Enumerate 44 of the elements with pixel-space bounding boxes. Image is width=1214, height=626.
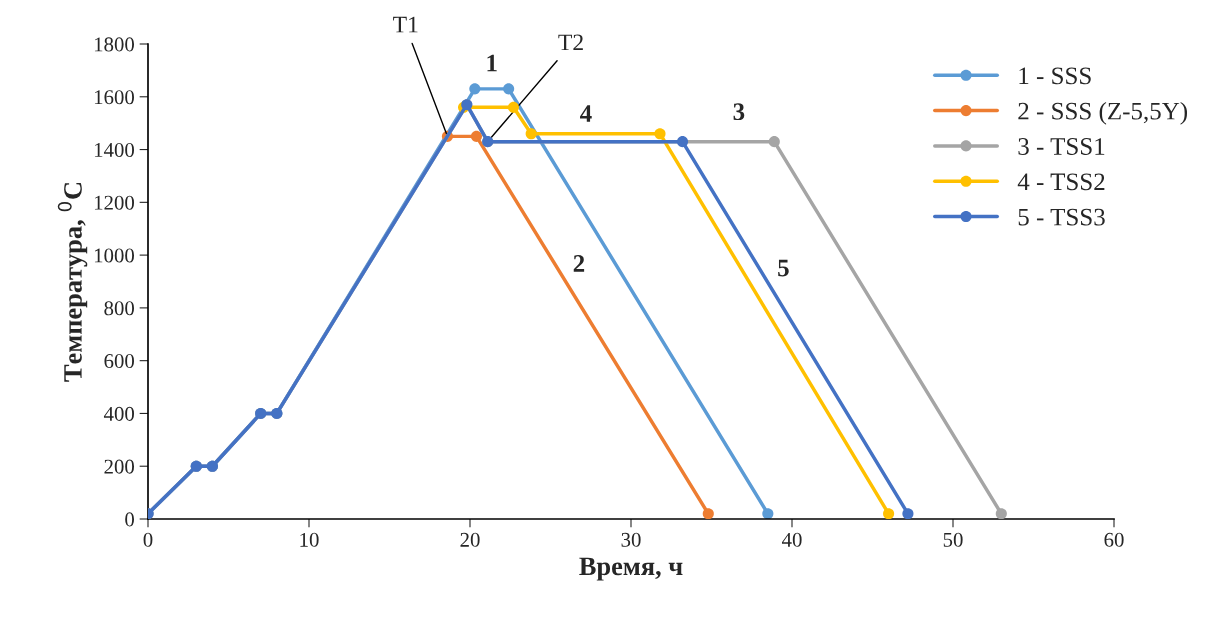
y-tick-label: 400 (103, 406, 135, 421)
point (762, 508, 774, 519)
annotation: 4 (580, 105, 592, 122)
point (507, 101, 520, 113)
annotation: 2 (573, 255, 585, 272)
x-tick-label: 0 (143, 532, 153, 547)
y-tick-label: 600 (104, 354, 135, 369)
point (469, 83, 481, 95)
point (503, 83, 515, 95)
legend-label: 3 - TSS1 (1018, 138, 1105, 155)
annotation: 1 (487, 54, 497, 72)
x-tick-label: 20 (460, 532, 480, 547)
x-tick-label: 40 (781, 532, 802, 547)
point (470, 130, 482, 142)
y-tick-label: 0 (125, 512, 135, 527)
annotation: T1 (393, 16, 418, 33)
y-tick-label: 1200 (94, 195, 135, 210)
point (768, 136, 780, 148)
point (702, 508, 714, 519)
y-tick-label: 1800 (94, 37, 135, 52)
annotation: T2 (558, 34, 583, 51)
y-axis-title: Температура, $^{0}$C (57, 182, 88, 382)
point (902, 508, 914, 519)
legend-label: 5 - TSS3 (1018, 208, 1105, 226)
y-tick-label: 800 (104, 301, 135, 316)
y-tick-label: 1600 (94, 90, 135, 105)
y-tick-label: 1400 (94, 142, 135, 157)
y-tick-label: 1000 (94, 248, 135, 263)
annotation: 3 (733, 103, 745, 121)
point (525, 128, 537, 140)
y-tick-label: 200 (104, 459, 135, 474)
point (654, 128, 666, 140)
x-axis-title: Время, ч (579, 557, 683, 581)
x-tick-label: 50 (943, 532, 963, 547)
x-tick-label: 30 (621, 532, 641, 547)
point (883, 508, 895, 519)
legend-label: 2 - SSS (Z-5,5Y) (1018, 101, 1188, 125)
annotation: 5 (778, 259, 789, 277)
x-tick-label: 60 (1104, 532, 1124, 547)
point (676, 136, 689, 148)
x-tick-label: 10 (300, 532, 319, 547)
point (995, 508, 1007, 519)
legend-label: 1 - SSS (1019, 67, 1091, 85)
legend-label: 4 - TSS2 (1017, 173, 1105, 191)
